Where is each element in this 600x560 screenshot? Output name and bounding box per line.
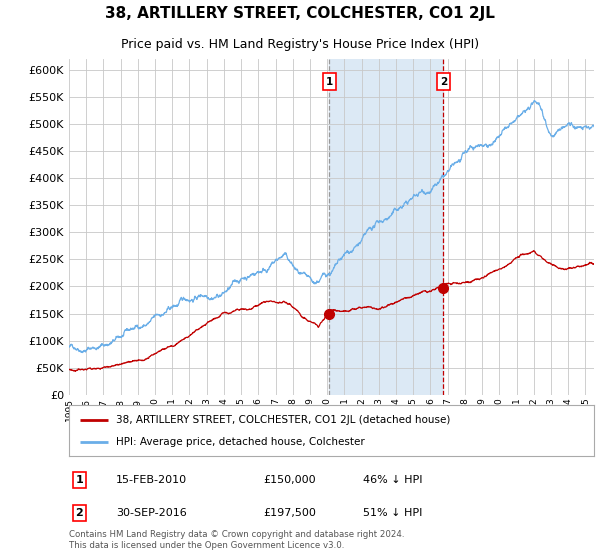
Text: 2: 2	[76, 508, 83, 517]
Text: £150,000: £150,000	[263, 475, 316, 484]
Text: 1: 1	[76, 475, 83, 484]
Text: 46% ↓ HPI: 46% ↓ HPI	[363, 475, 422, 484]
Text: £197,500: £197,500	[263, 508, 316, 517]
Text: 38, ARTILLERY STREET, COLCHESTER, CO1 2JL (detached house): 38, ARTILLERY STREET, COLCHESTER, CO1 2J…	[116, 416, 451, 426]
Text: 1: 1	[326, 77, 333, 87]
Text: HPI: Average price, detached house, Colchester: HPI: Average price, detached house, Colc…	[116, 437, 365, 447]
Text: Price paid vs. HM Land Registry's House Price Index (HPI): Price paid vs. HM Land Registry's House …	[121, 38, 479, 50]
Bar	[329, 59, 443, 395]
Text: 15-FEB-2010: 15-FEB-2010	[116, 475, 187, 484]
Text: 30-SEP-2016: 30-SEP-2016	[116, 508, 187, 517]
Text: 2: 2	[440, 77, 447, 87]
Text: Contains HM Land Registry data © Crown copyright and database right 2024.
This d: Contains HM Land Registry data © Crown c…	[69, 530, 404, 550]
Text: 51% ↓ HPI: 51% ↓ HPI	[363, 508, 422, 517]
Text: 38, ARTILLERY STREET, COLCHESTER, CO1 2JL: 38, ARTILLERY STREET, COLCHESTER, CO1 2J…	[105, 6, 495, 21]
